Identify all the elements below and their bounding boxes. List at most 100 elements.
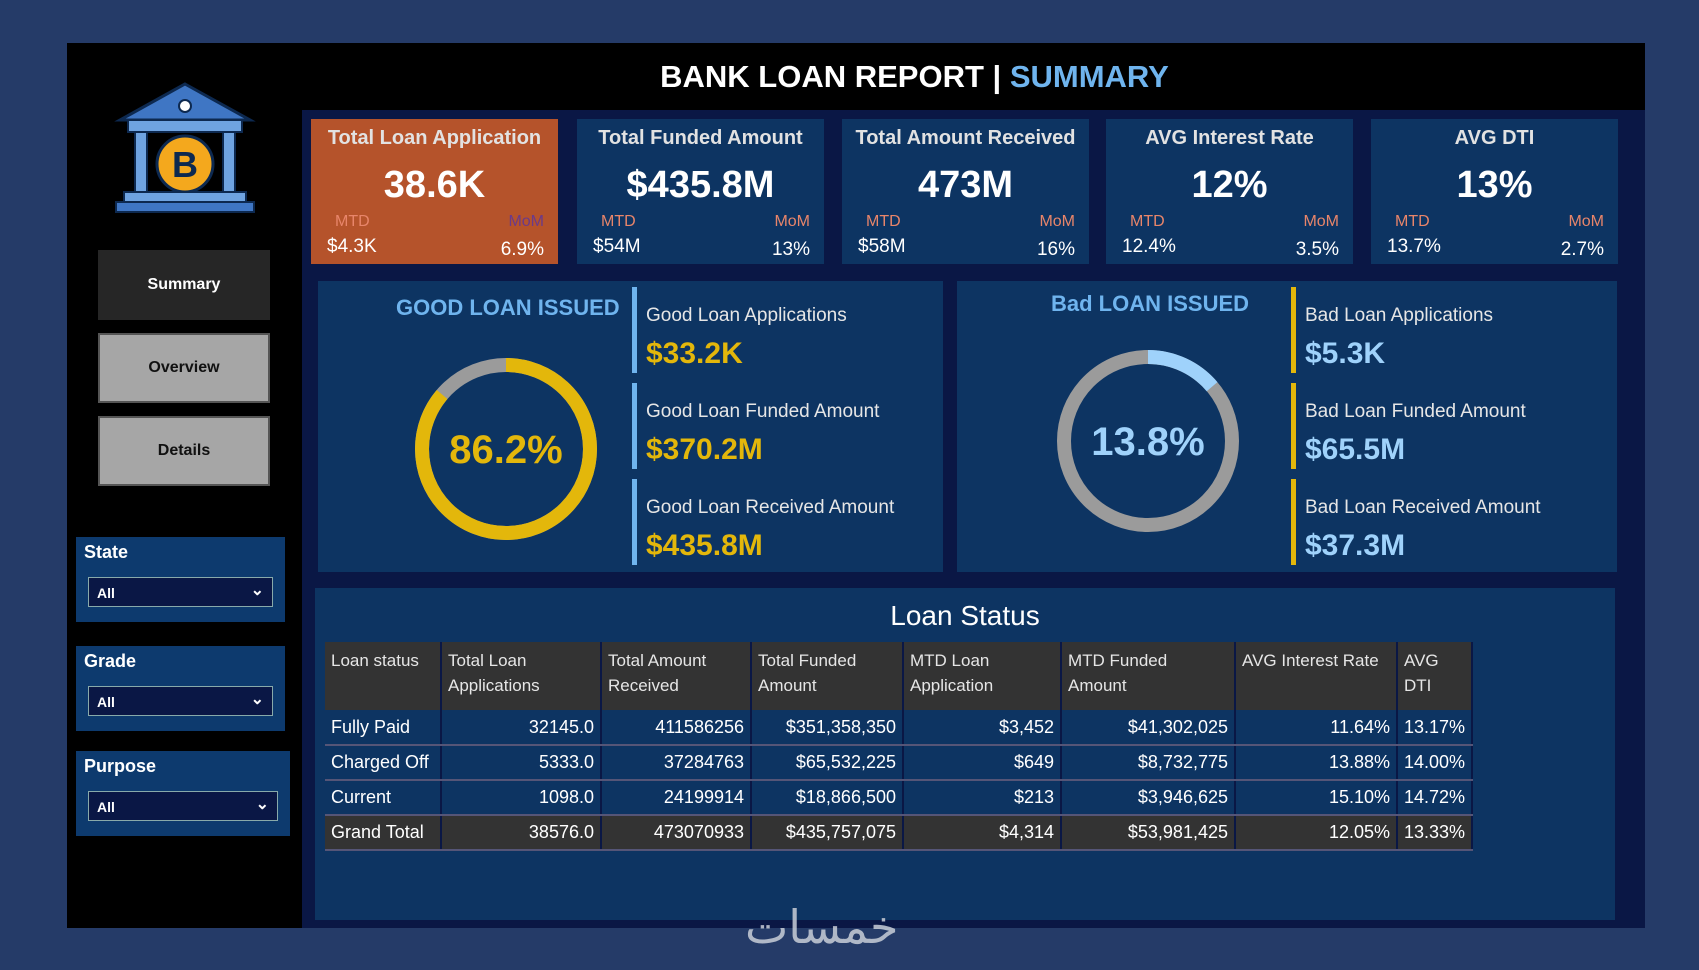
good-loan-percent: 86.2% [449, 428, 562, 472]
grade-dropdown[interactable]: All ⌄ [88, 686, 273, 716]
column-header[interactable]: AVG Interest Rate [1235, 642, 1398, 710]
table-row: Fully Paid 32145.0 411586256 $351,358,350 $3… [325, 710, 1474, 746]
kpi-value: $435.8M [626, 164, 775, 206]
mom-label: MoM [1039, 213, 1075, 230]
state-dropdown[interactable]: All ⌄ [88, 577, 273, 607]
stat-value: $37.3M [1305, 529, 1406, 562]
nav-overview-button[interactable]: Overview [98, 333, 270, 403]
bad-loan-received: Bad Loan Received Amount $37.3M [1291, 479, 1541, 565]
table-cell: 38576.0 [441, 815, 602, 851]
mtd-label: MTD [335, 213, 370, 230]
nav-summary-button[interactable]: Summary [98, 250, 270, 320]
table-cell: $435,757,075 [751, 815, 904, 851]
table-cell: 5333.0 [441, 745, 602, 781]
mom-label: MoM [1568, 213, 1604, 230]
mom-value: 13% [771, 239, 810, 260]
bad-loan-percent: 13.8% [1091, 420, 1204, 464]
table-cell: $53,981,425 [1061, 815, 1236, 851]
chevron-down-icon: ⌄ [255, 796, 269, 813]
state-filter: State All ⌄ [76, 537, 285, 622]
table-cell: $3,452 [903, 710, 1062, 746]
mom-label: MoM [774, 213, 810, 230]
column-header[interactable]: Total Amount Received [601, 642, 752, 710]
table-cell: 13.17% [1397, 710, 1474, 746]
table-cell: $8,732,775 [1061, 745, 1236, 781]
stat-label: Good Loan Applications [646, 305, 847, 326]
kpi-title: AVG Interest Rate [1145, 127, 1314, 149]
kpi-card: AVG Interest Rate 12% MTD MoM 12.4% 3.5% [1106, 119, 1353, 264]
table-cell: Charged Off [325, 745, 442, 781]
table-cell: 37284763 [601, 745, 752, 781]
table-cell: 12.05% [1235, 815, 1398, 851]
purpose-dropdown[interactable]: All ⌄ [88, 791, 278, 821]
mom-value: 2.7% [1560, 239, 1604, 260]
table-cell: 11.64% [1235, 710, 1398, 746]
kpi-title: AVG DTI [1454, 127, 1535, 149]
svg-text:B: B [172, 144, 198, 185]
bad-loan-funded: Bad Loan Funded Amount $65.5M [1291, 383, 1526, 469]
grade-filter-label: Grade [84, 651, 137, 671]
mom-value: 3.5% [1295, 239, 1339, 260]
column-header[interactable]: MTD Funded Amount [1061, 642, 1236, 710]
good-loan-title: GOOD LOAN ISSUED [396, 295, 620, 320]
stat-label: Good Loan Funded Amount [646, 401, 880, 422]
column-header[interactable]: Total Loan Applications [441, 642, 602, 710]
table-cell: Fully Paid [325, 710, 442, 746]
kpi-title: Total Funded Amount [598, 127, 803, 149]
kpi-value: 38.6K [383, 164, 486, 206]
purpose-filter-label: Purpose [84, 756, 157, 776]
mtd-label: MTD [1130, 213, 1165, 230]
table-cell: $351,358,350 [751, 710, 904, 746]
stat-value: $370.2M [646, 433, 763, 466]
kpi-card: Total Loan Application 38.6K MTD MoM $4.… [311, 119, 558, 264]
bank-bitcoin-logo-icon: B [114, 82, 256, 213]
table-cell: 13.88% [1235, 745, 1398, 781]
stat-label: Bad Loan Applications [1305, 305, 1494, 326]
stat-value: $33.2K [646, 337, 743, 370]
good-loan-funded: Good Loan Funded Amount $370.2M [632, 383, 879, 469]
state-value: All [97, 585, 115, 601]
mom-label: MoM [1303, 213, 1339, 230]
table-cell: $65,532,225 [751, 745, 904, 781]
table-cell: 32145.0 [441, 710, 602, 746]
stat-value: $5.3K [1305, 337, 1386, 370]
bad-loan-donut: 13.8% [1057, 350, 1239, 532]
mom-value: 16% [1036, 239, 1075, 260]
stat-value: $435.8M [646, 529, 763, 562]
table-row: Charged Off 5333.0 37284763 $65,532,225 $649… [325, 745, 1474, 781]
title-accent: SUMMARY [1009, 59, 1169, 94]
stat-label: Bad Loan Received Amount [1305, 497, 1541, 518]
table-cell: 473070933 [601, 815, 752, 851]
column-header[interactable]: Loan status [325, 642, 442, 710]
kpi-card: AVG DTI 13% MTD MoM 13.7% 2.7% [1371, 119, 1618, 264]
chevron-down-icon: ⌄ [250, 582, 264, 599]
kpi-card: Total Funded Amount $435.8M MTD MoM $54M… [577, 119, 824, 264]
table-cell: $18,866,500 [751, 780, 904, 816]
stat-label: Good Loan Received Amount [646, 497, 895, 518]
grade-filter: Grade All ⌄ [76, 646, 285, 731]
nav-details-button[interactable]: Details [98, 416, 270, 486]
table-cell: $213 [903, 780, 1062, 816]
table-cell: $3,946,625 [1061, 780, 1236, 816]
bad-loan-arc [1057, 350, 1239, 532]
purpose-value: All [97, 799, 115, 815]
mtd-value: $4.3K [327, 236, 377, 257]
kpi-value: 13% [1456, 164, 1533, 206]
table-cell: 1098.0 [441, 780, 602, 816]
column-header[interactable]: AVG DTI [1397, 642, 1474, 710]
mtd-label: MTD [601, 213, 636, 230]
loan-status-panel: Loan Status Loan status Total Loan Applic… [315, 588, 1615, 920]
kpi-card: Total Amount Received 473M MTD MoM $58M … [842, 119, 1089, 264]
table-cell: 14.00% [1397, 745, 1474, 781]
column-header[interactable]: MTD Loan Application [903, 642, 1062, 710]
table-cell: Grand Total [325, 815, 442, 851]
mtd-value: $54M [593, 236, 641, 257]
table-cell: 14.72% [1397, 780, 1474, 816]
loan-status-title: Loan Status [890, 600, 1040, 631]
kpi-title: Total Loan Application [327, 127, 542, 149]
mtd-value: $58M [858, 236, 906, 257]
column-header[interactable]: Total Funded Amount [751, 642, 904, 710]
mtd-label: MTD [866, 213, 901, 230]
good-loan-received: Good Loan Received Amount $435.8M [632, 479, 894, 565]
bad-loan-title: Bad LOAN ISSUED [1051, 291, 1250, 316]
